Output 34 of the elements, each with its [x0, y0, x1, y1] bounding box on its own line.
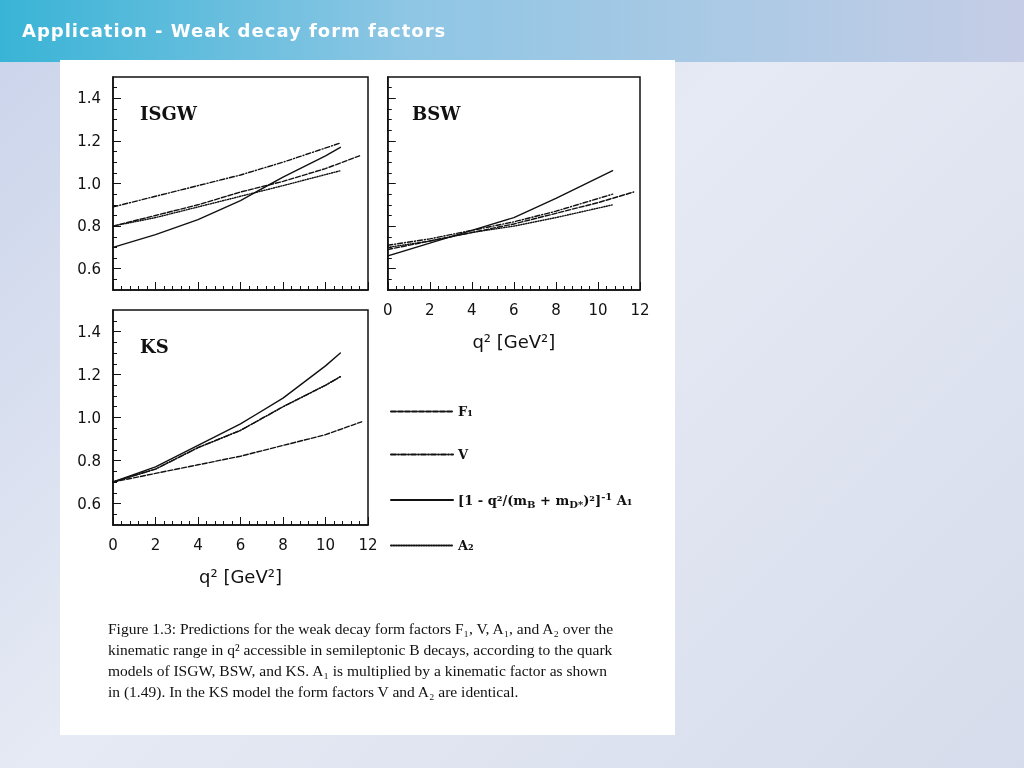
- x-tick-label: 12: [630, 300, 650, 319]
- x-tick-label: 0: [383, 300, 393, 319]
- y-tick-label: 1.0: [77, 174, 101, 193]
- x-tick-label: 12: [358, 535, 378, 554]
- x-tick-label: 10: [315, 535, 336, 554]
- x-tick-label: 8: [551, 300, 561, 319]
- y-tick-label: 1.4: [77, 89, 101, 108]
- y-tick-label: 0.6: [77, 494, 101, 513]
- legend-label: V: [457, 447, 469, 462]
- y-tick-label: 0.8: [77, 217, 101, 236]
- text: ISGW: [140, 102, 198, 124]
- y-tick-label: 1.0: [77, 408, 101, 427]
- y-tick-label: 0.8: [77, 451, 101, 470]
- y-tick-label: 1.2: [77, 365, 101, 384]
- x-tick-label: 0: [108, 535, 118, 554]
- x-tick-label: 8: [278, 535, 288, 554]
- x-tick-label: 4: [467, 300, 477, 319]
- x-tick-label: 10: [588, 300, 608, 319]
- y-tick-label: 1.2: [77, 131, 101, 150]
- legend-label: F₁: [458, 404, 473, 419]
- caption: Figure 1.3: Predictions for the weak decay form factors F₁, V, A₁, and A₂ over the kinematic range in q² accessible in semileptonic B decays, according to the quark models of ISGW, BSW, and KS. A₁ is multiplied by a kinematic factor as shown in (1.49). In the KS model the form factors V and A₂ are identical.: [108, 619, 615, 702]
- x-tick-label: 6: [509, 300, 519, 319]
- y-tick-label: 0.6: [77, 259, 101, 278]
- x-tick-label: 2: [425, 300, 435, 319]
- text: Application - Weak decay form factors: [22, 20, 447, 41]
- text: KS: [140, 335, 169, 357]
- text: BSW: [412, 102, 462, 124]
- x-tick-label: 4: [193, 535, 203, 554]
- y-tick-label: 1.4: [77, 322, 101, 341]
- x-axis-title: q² [GeV²]: [472, 330, 556, 352]
- legend-label: A₂: [457, 538, 474, 553]
- x-tick-label: 6: [235, 535, 246, 554]
- x-axis-title: q² [GeV²]: [199, 565, 282, 587]
- x-tick-label: 2: [150, 535, 161, 554]
